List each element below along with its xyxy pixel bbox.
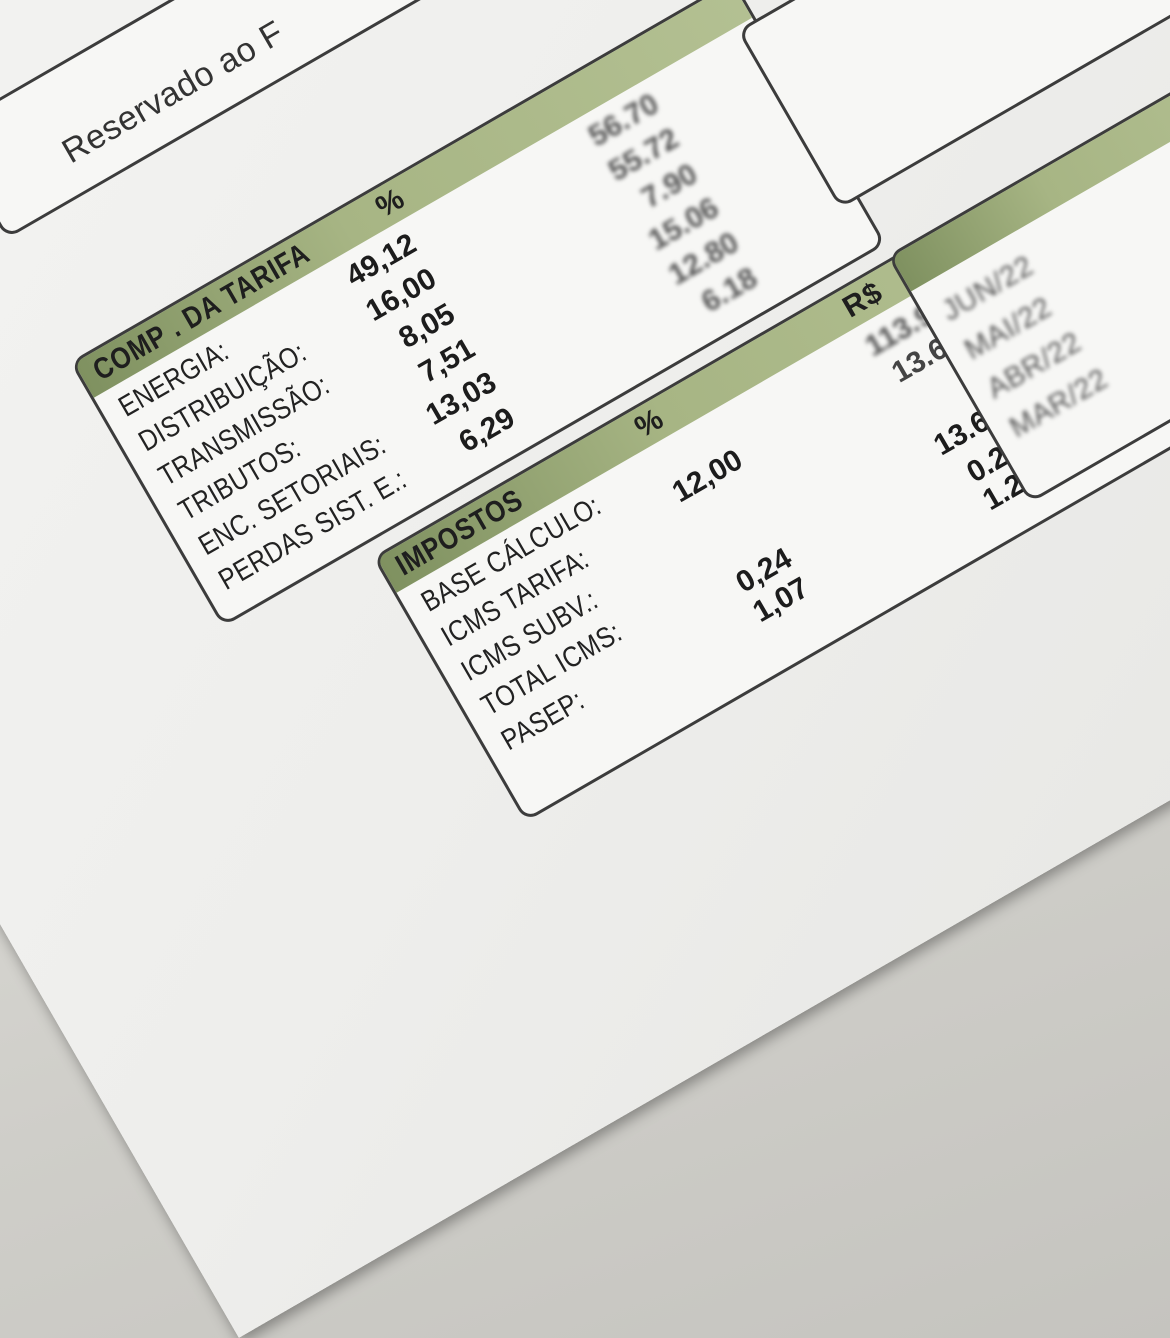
taxes-percent-header: % bbox=[629, 401, 670, 445]
tax-percent: 12,00 bbox=[666, 443, 749, 510]
tariff-unit: % bbox=[370, 181, 411, 225]
